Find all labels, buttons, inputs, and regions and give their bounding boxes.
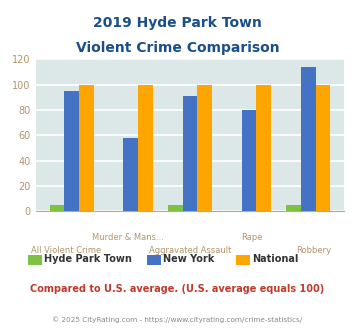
Bar	[301, 67, 316, 211]
Text: Hyde Park Town: Hyde Park Town	[44, 254, 132, 264]
Bar	[236, 255, 250, 265]
Bar	[79, 85, 94, 211]
Bar	[64, 91, 79, 211]
Bar	[124, 138, 138, 211]
Bar	[50, 205, 64, 211]
Bar	[138, 85, 153, 211]
Bar	[168, 205, 182, 211]
Bar	[147, 255, 161, 265]
Text: Aggravated Assault: Aggravated Assault	[149, 246, 231, 255]
Text: National: National	[252, 254, 299, 264]
Text: Rape: Rape	[241, 233, 262, 242]
Bar	[256, 85, 271, 211]
Text: © 2025 CityRating.com - https://www.cityrating.com/crime-statistics/: © 2025 CityRating.com - https://www.city…	[53, 317, 302, 323]
Bar	[242, 110, 256, 211]
Text: Compared to U.S. average. (U.S. average equals 100): Compared to U.S. average. (U.S. average …	[31, 284, 324, 294]
Bar	[286, 205, 301, 211]
Text: Murder & Mans...: Murder & Mans...	[92, 233, 164, 242]
Text: Violent Crime Comparison: Violent Crime Comparison	[76, 41, 279, 55]
Bar	[182, 96, 197, 211]
Bar	[197, 85, 212, 211]
Text: 2019 Hyde Park Town: 2019 Hyde Park Town	[93, 16, 262, 30]
Bar	[28, 255, 42, 265]
Bar	[316, 85, 330, 211]
Text: New York: New York	[163, 254, 215, 264]
Text: All Violent Crime: All Violent Crime	[31, 246, 102, 255]
Text: Robbery: Robbery	[296, 246, 331, 255]
